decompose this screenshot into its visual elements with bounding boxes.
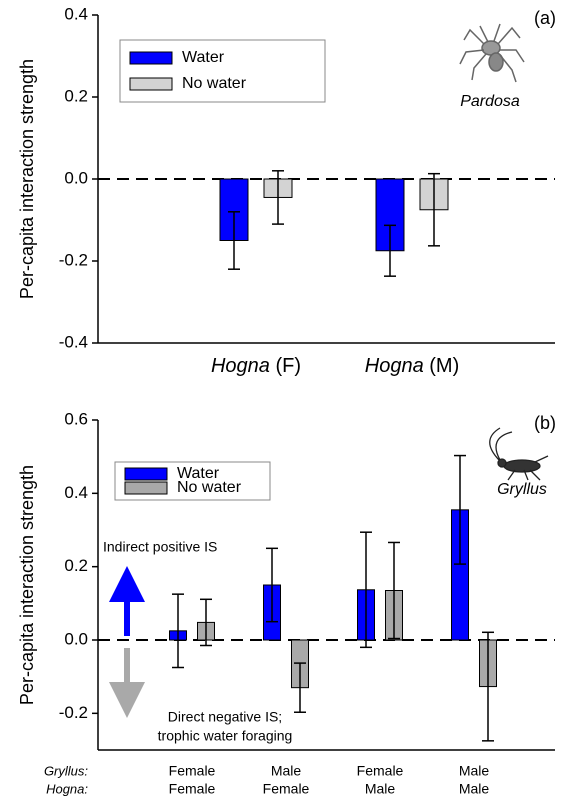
legend-swatch bbox=[129, 51, 173, 65]
error-bar bbox=[360, 531, 372, 649]
error-bar bbox=[200, 598, 212, 647]
x-tick-label: Male bbox=[365, 781, 396, 796]
annotation: Gryllus bbox=[497, 481, 547, 498]
x-row-title: Hogna: bbox=[46, 781, 88, 796]
error-bar bbox=[428, 172, 440, 247]
x-row-title: Gryllus: bbox=[44, 763, 88, 778]
error-bar bbox=[272, 170, 284, 225]
x-tick-label: Hogna (F) bbox=[211, 355, 301, 377]
y-tick-label: 0.4 bbox=[64, 483, 88, 502]
y-tick-label: -0.2 bbox=[59, 250, 88, 269]
legend-swatch bbox=[129, 77, 173, 91]
x-tick-label: Female bbox=[263, 781, 310, 796]
error-bar bbox=[266, 547, 278, 623]
legend-label: No water bbox=[177, 479, 242, 496]
cricket-icon bbox=[489, 427, 549, 481]
spider-icon bbox=[459, 23, 525, 83]
annotation: Indirect positive IS bbox=[103, 539, 217, 555]
y-tick-label: 0.0 bbox=[64, 168, 88, 187]
x-tick-label: Hogna (M) bbox=[365, 355, 459, 377]
legend-label: Water bbox=[177, 465, 220, 482]
y-tick-label: -0.2 bbox=[59, 703, 88, 722]
x-tick-label: Male bbox=[271, 763, 302, 779]
y-axis-label: Per-capita interaction strength bbox=[17, 465, 37, 705]
y-axis-label: Per-capita interaction strength bbox=[17, 59, 37, 299]
error-bar bbox=[228, 211, 240, 270]
y-tick-label: 0.4 bbox=[64, 4, 88, 23]
y-tick-label: 0.0 bbox=[64, 629, 88, 648]
legend-swatch bbox=[124, 467, 168, 481]
error-bar bbox=[384, 224, 396, 277]
y-tick-label: 0.6 bbox=[64, 409, 88, 428]
x-tick-label: Male bbox=[459, 763, 490, 779]
legend-label: Water bbox=[182, 49, 225, 66]
y-tick-label: 0.2 bbox=[64, 86, 88, 105]
error-bar bbox=[482, 631, 494, 742]
error-bar bbox=[294, 662, 306, 713]
y-tick-label: 0.2 bbox=[64, 556, 88, 575]
annotation: Direct negative IS; bbox=[168, 709, 282, 725]
error-bar bbox=[454, 454, 466, 565]
x-tick-label: Female bbox=[169, 763, 216, 779]
x-tick-label: Female bbox=[357, 763, 404, 779]
panel-label: (a) bbox=[534, 8, 556, 28]
x-tick-label: Female bbox=[169, 781, 216, 796]
legend-swatch bbox=[124, 481, 168, 495]
error-bar bbox=[172, 593, 184, 669]
annotation: trophic water foraging bbox=[158, 728, 293, 744]
annotation: Pardosa bbox=[460, 93, 520, 110]
error-bar bbox=[388, 541, 400, 640]
x-tick-label: Male bbox=[459, 781, 490, 796]
legend-box bbox=[119, 39, 326, 103]
legend-label: No water bbox=[182, 75, 247, 92]
panel-label: (b) bbox=[534, 413, 556, 433]
y-tick-label: -0.4 bbox=[59, 332, 88, 351]
